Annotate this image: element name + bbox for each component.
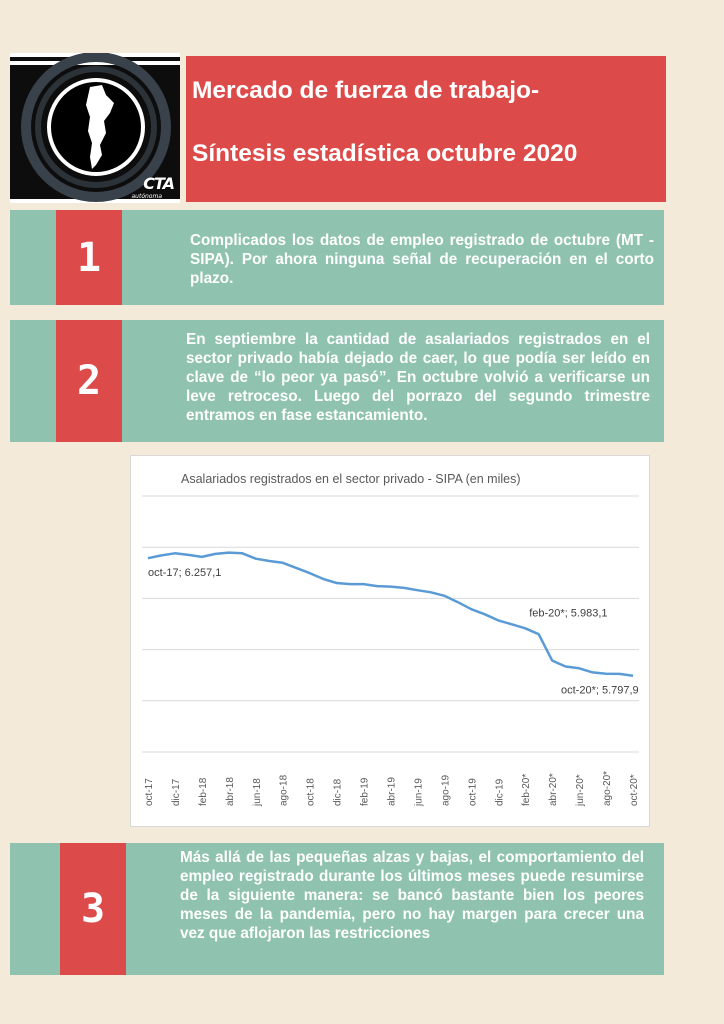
x-tick-label: abr-20* xyxy=(548,773,559,806)
data-point xyxy=(322,578,324,580)
x-tick-label: ago-19 xyxy=(440,774,451,806)
data-point xyxy=(470,608,472,610)
data-point xyxy=(228,552,230,554)
x-tick-label: dic-18 xyxy=(333,778,344,806)
x-tick-label: feb-20* xyxy=(521,774,532,806)
data-point xyxy=(241,552,243,554)
data-point xyxy=(295,567,297,569)
point-3-number: 3 xyxy=(60,843,126,975)
data-label: oct-20*; 5.797,9 xyxy=(561,685,639,697)
x-tick-label: feb-19 xyxy=(360,777,371,806)
data-label: oct-17; 6.257,1 xyxy=(148,567,221,579)
data-point xyxy=(416,589,418,591)
x-tick-label: abr-19 xyxy=(387,777,398,806)
logo-stripe xyxy=(10,61,180,65)
x-tick-label: oct-17 xyxy=(144,778,155,806)
data-point xyxy=(551,660,553,662)
data-point xyxy=(592,671,594,673)
data-point xyxy=(187,554,189,556)
chart-container: Asalariados registrados en el sector pri… xyxy=(130,455,650,827)
data-label: feb-20*; 5.983,1 xyxy=(529,607,607,619)
data-point xyxy=(443,595,445,597)
logo-emblem-icon xyxy=(21,53,171,202)
data-point xyxy=(524,627,526,629)
data-point xyxy=(390,586,392,588)
data-point xyxy=(565,665,567,667)
data-point xyxy=(619,673,621,675)
x-tick-label: oct-19 xyxy=(467,778,478,806)
data-point xyxy=(430,591,432,593)
data-point xyxy=(282,562,284,564)
data-point xyxy=(268,560,270,562)
data-point xyxy=(376,585,378,587)
point-3-text: Más allá de las pequeñas alzas y bajas, … xyxy=(180,849,644,942)
data-point xyxy=(578,667,580,669)
data-point xyxy=(147,557,149,559)
data-point xyxy=(511,623,513,625)
logo-text: CTA xyxy=(143,174,175,193)
x-tick-label: jun-18 xyxy=(252,778,263,807)
line-chart: Asalariados registrados en el sector pri… xyxy=(142,472,640,807)
data-point xyxy=(538,633,540,635)
cta-logo: CTA autónoma xyxy=(10,53,180,203)
data-point xyxy=(214,553,216,555)
x-tick-label: dic-19 xyxy=(494,778,505,806)
x-tick-label: jun-20* xyxy=(575,774,586,807)
data-point xyxy=(255,558,257,560)
title-line-1: Mercado de fuerza de trabajo- xyxy=(192,77,540,104)
chart-title: Asalariados registrados en el sector pri… xyxy=(181,472,521,486)
title-banner: Mercado de fuerza de trabajo- Síntesis e… xyxy=(186,56,666,202)
x-tick-label: oct-18 xyxy=(306,778,317,806)
point-2-number: 2 xyxy=(56,320,122,442)
data-point xyxy=(160,554,162,556)
data-point xyxy=(349,583,351,585)
data-point xyxy=(497,619,499,621)
x-tick-label: oct-20* xyxy=(629,774,640,806)
point-1-text: Complicados los datos de empleo registra… xyxy=(190,232,654,287)
point-1-number: 1 xyxy=(56,210,122,305)
data-point xyxy=(174,552,176,554)
data-point xyxy=(605,673,607,675)
x-tick-label: dic-17 xyxy=(171,778,182,806)
data-point xyxy=(403,587,405,589)
data-point xyxy=(336,582,338,584)
data-point xyxy=(632,675,634,677)
point-2-text: En septiembre la cantidad de asalariados… xyxy=(186,331,650,424)
x-tick-label: ago-18 xyxy=(279,774,290,806)
data-point xyxy=(484,613,486,615)
title-line-2: Síntesis estadística octubre 2020 xyxy=(192,140,578,167)
data-point xyxy=(457,601,459,603)
logo-subtext: autónoma xyxy=(131,193,163,200)
data-point xyxy=(309,572,311,574)
data-point xyxy=(363,583,365,585)
x-tick-label: abr-18 xyxy=(225,777,236,806)
x-tick-label: jun-19 xyxy=(413,778,424,807)
series-line xyxy=(147,551,634,677)
data-point xyxy=(201,556,203,558)
x-tick-label: ago-20* xyxy=(602,771,613,806)
x-tick-label: feb-18 xyxy=(198,777,209,806)
